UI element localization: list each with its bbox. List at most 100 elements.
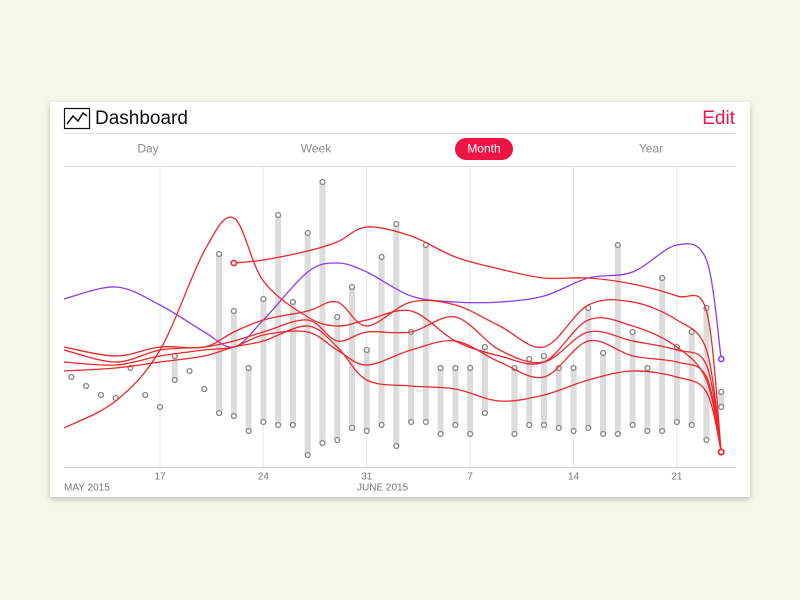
tab[interactable]: Week: [301, 142, 332, 156]
range-bar: [555, 368, 562, 428]
range-high: [363, 346, 370, 354]
range-high: [718, 388, 725, 396]
range-low: [673, 418, 681, 426]
x-tick-label: 17: [154, 472, 166, 483]
line: [63, 216, 722, 453]
range-bar: [363, 350, 370, 431]
range-high: [393, 220, 400, 228]
range-high: [319, 178, 326, 186]
month-label: JUNE 2015: [357, 483, 409, 494]
range-bar: [614, 245, 621, 434]
range-bar: [688, 332, 695, 425]
range-bar: [600, 353, 607, 434]
range-bar: [216, 254, 223, 413]
range-bar: [526, 359, 533, 425]
range-low: [599, 430, 607, 438]
range-high: [215, 250, 223, 258]
range-bar: [673, 347, 680, 422]
range-low: [703, 436, 710, 444]
range-low: [319, 439, 326, 447]
range-high: [526, 355, 533, 363]
line: [63, 325, 722, 453]
range-bar: [230, 311, 237, 416]
range-bar: [171, 356, 178, 380]
range-low: [629, 421, 636, 429]
range-high: [289, 298, 297, 306]
range-low: [467, 430, 474, 438]
range-high: [245, 364, 252, 372]
range-high: [230, 307, 237, 315]
range-high: [467, 364, 474, 372]
range-high: [97, 391, 105, 399]
range-low: [171, 376, 178, 384]
range-high: [452, 364, 459, 372]
range-high: [614, 241, 621, 249]
range-low: [393, 442, 400, 450]
range-low: [304, 451, 311, 459]
range-bar: [437, 368, 444, 434]
range-high: [304, 229, 311, 237]
range-bar: [541, 356, 547, 425]
range-low: [526, 421, 533, 429]
range-high: [481, 343, 489, 351]
range-low: [275, 421, 282, 429]
x-tick-label: 31: [361, 472, 373, 483]
range-bar: [319, 182, 326, 443]
x-tick-label: 14: [568, 472, 580, 483]
x-tick-label: 7: [467, 472, 473, 483]
range-bar: [289, 302, 296, 425]
x-tick-label: 21: [671, 472, 683, 483]
line: [63, 330, 722, 453]
range-high: [83, 382, 90, 390]
range-high: [555, 364, 562, 372]
range-low: [644, 427, 651, 435]
range-high: [334, 313, 341, 321]
range-bar: [304, 233, 311, 455]
range-low: [437, 430, 444, 438]
range-bar: [378, 257, 385, 425]
range-low: [215, 409, 223, 417]
range-high: [570, 364, 577, 372]
line-end: [717, 355, 725, 363]
range-high: [540, 352, 548, 360]
range-bar: [408, 332, 415, 422]
range-bar: [349, 287, 355, 428]
range-low: [260, 418, 267, 426]
range-bar: [275, 215, 282, 425]
range-low: [348, 424, 356, 432]
range-high: [629, 328, 636, 336]
range-low: [245, 427, 252, 435]
range-low: [407, 418, 415, 426]
range-bar: [570, 368, 577, 431]
range-bar: [260, 299, 267, 422]
range-low: [481, 409, 489, 417]
dashboard-icon: [63, 107, 91, 130]
range-bar: [467, 368, 474, 434]
range-bar: [703, 308, 710, 440]
range-bar: [644, 368, 651, 431]
range-bar: [481, 347, 488, 413]
range-bar: [245, 368, 252, 431]
line: [63, 243, 722, 360]
x-tick-label: 24: [258, 472, 270, 483]
range-high: [659, 274, 666, 282]
tab[interactable]: Month: [467, 142, 500, 156]
tab[interactable]: Year: [639, 142, 663, 156]
tab[interactable]: Day: [137, 142, 158, 156]
line-end: [717, 448, 725, 456]
range-bar: [452, 368, 459, 425]
range-high: [599, 349, 607, 357]
range-high: [644, 364, 651, 372]
range-bar: [659, 278, 666, 431]
range-bar: [585, 308, 592, 428]
range-bar: [629, 332, 636, 425]
range-high: [378, 253, 385, 261]
range-low: [614, 430, 621, 438]
month-label: MAY 2015: [64, 483, 110, 494]
range-high: [688, 328, 695, 336]
range-bar: [718, 392, 725, 407]
line-end: [230, 259, 238, 267]
edit-button[interactable]: Edit: [702, 108, 735, 129]
